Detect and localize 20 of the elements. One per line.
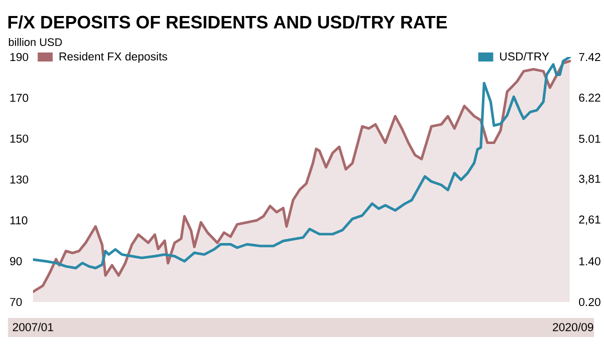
y-tick-label: 70 (10, 298, 22, 306)
y2-tick-label: 5.01 (578, 134, 600, 143)
y2-tick-label: 2,61 (579, 215, 600, 225)
y-tick-label: 190 (10, 52, 28, 62)
x-tick-label: 2007/01 (12, 322, 54, 332)
y-tick-label: 90 (10, 257, 22, 266)
y-tick-label: 170 (10, 94, 28, 102)
y-tick-label: 130 (10, 175, 28, 184)
y2-tick-label: 3,81 (578, 174, 600, 184)
legend-label: USD/TRY (500, 52, 550, 61)
x-tick-label: 2020/09 (552, 322, 594, 332)
y2-tick-label: 1.40 (579, 257, 600, 266)
y-tick-label: 150 (10, 134, 28, 143)
y-axis-title: billion USD (8, 38, 62, 46)
y2-tick-label: 7.42 (579, 53, 600, 61)
y2-tick-label: 6.22 (579, 94, 600, 102)
y2-tick-label: 0.20 (578, 298, 600, 306)
chart-title: F/X DEPOSITS OF RESIDENTS AND USD/TRY RATE (8, 15, 447, 29)
legend-label: Resident FX deposits (60, 52, 168, 63)
y-tick-label: 110 (10, 216, 28, 224)
